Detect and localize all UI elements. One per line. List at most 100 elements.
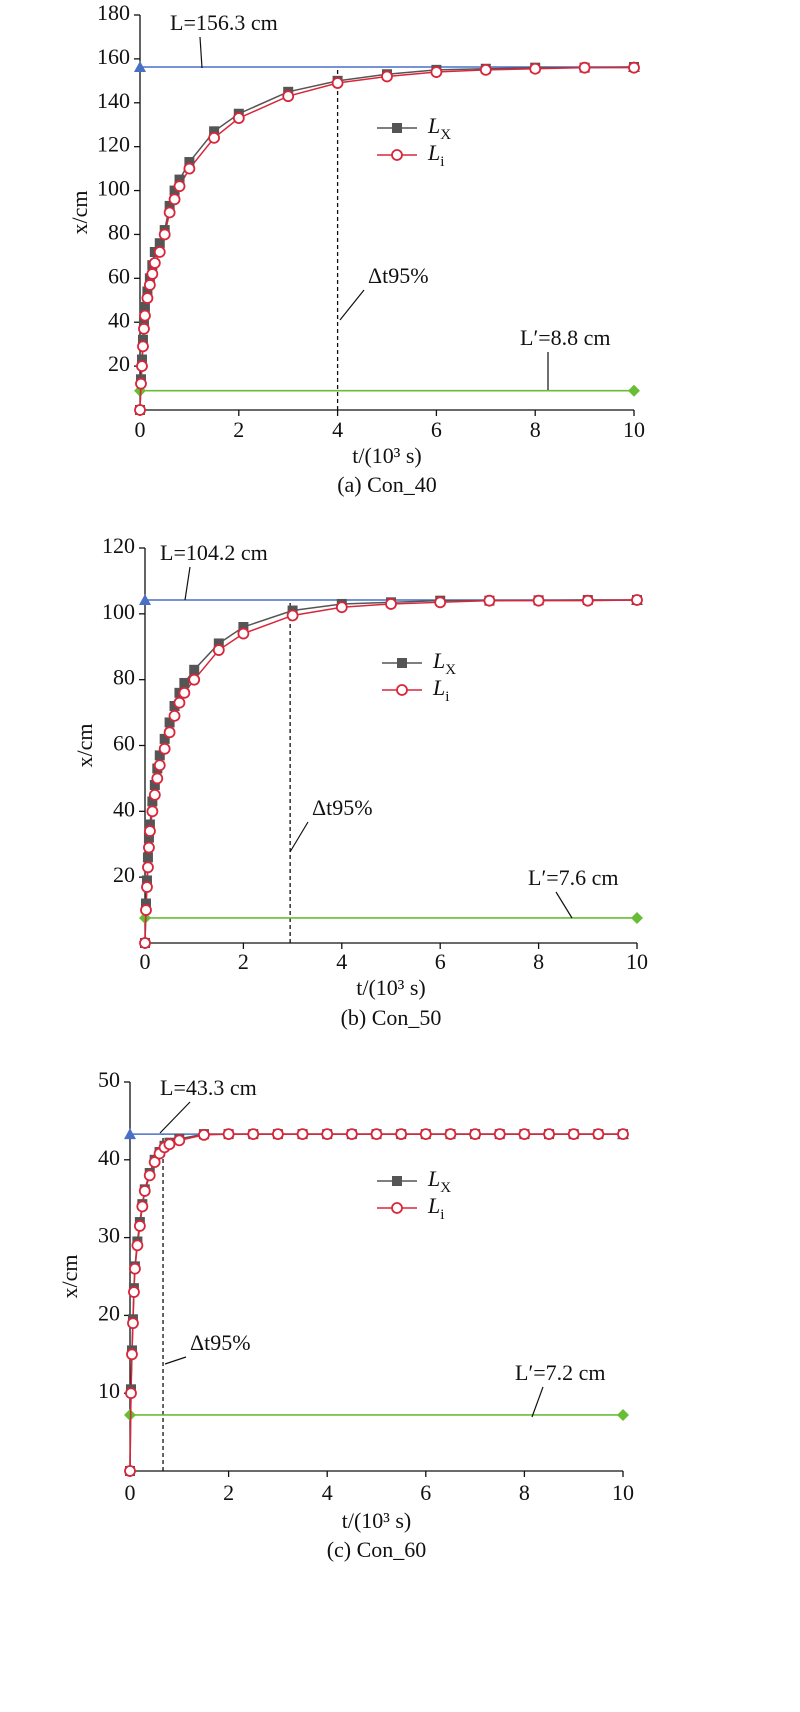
marker-circle xyxy=(282,90,295,103)
x-tick-label: 0 xyxy=(125,1480,136,1505)
marker-circle xyxy=(148,1156,161,1169)
marker-circle xyxy=(163,206,176,219)
marker-circle xyxy=(335,601,348,614)
leader xyxy=(199,36,203,69)
marker-circle xyxy=(151,772,164,785)
reference-label: L′=8.8 cm xyxy=(520,325,611,350)
marker-square xyxy=(142,852,153,863)
marker-square xyxy=(238,622,249,632)
y-axis-label: x/cm xyxy=(72,724,97,768)
marker-square xyxy=(142,286,153,297)
marker-circle xyxy=(163,726,176,739)
y-axis-label: x/cm xyxy=(67,191,92,235)
marker-circle xyxy=(212,644,225,656)
marker-diamond xyxy=(631,911,643,924)
marker-circle xyxy=(529,62,542,75)
marker-circle xyxy=(628,61,640,74)
x-tick-label: 4 xyxy=(332,417,343,442)
y-axis-label: x/cm xyxy=(57,1255,82,1299)
marker-circle xyxy=(139,937,151,949)
marker-circle xyxy=(138,322,150,335)
marker-square xyxy=(174,174,185,185)
marker-square xyxy=(209,126,220,137)
marker-circle xyxy=(143,279,156,291)
marker-circle xyxy=(518,1128,531,1141)
marker-circle xyxy=(131,1239,144,1252)
marker-circle xyxy=(153,759,166,772)
marker-circle xyxy=(395,1128,408,1141)
y-tick-label: 50 xyxy=(98,1067,120,1092)
marker-circle xyxy=(296,1128,309,1141)
marker-circle xyxy=(158,228,171,241)
marker-square xyxy=(164,200,175,211)
marker-circle xyxy=(139,309,151,322)
marker-square xyxy=(392,123,402,133)
x-tick-label: 8 xyxy=(519,1480,530,1505)
marker-circle xyxy=(126,1348,138,1361)
x-tick-label: 2 xyxy=(233,417,244,442)
marker-circle xyxy=(142,861,154,874)
x-axis-label: t/(10³ s) xyxy=(356,975,426,1000)
marker-circle xyxy=(321,1128,334,1141)
marker-square xyxy=(149,780,160,790)
leader xyxy=(184,566,191,601)
series-line xyxy=(139,66,635,411)
y-tick-label: 160 xyxy=(97,44,130,69)
marker-circle xyxy=(188,673,201,686)
x-tick-label: 6 xyxy=(435,949,446,974)
marker-circle xyxy=(331,77,344,89)
marker-square xyxy=(179,677,190,688)
marker-circle xyxy=(143,1169,156,1182)
marker-circle xyxy=(247,1128,260,1141)
y-tick-label: 60 xyxy=(108,263,130,288)
x-tick-label: 2 xyxy=(238,949,249,974)
marker-square xyxy=(140,898,151,909)
y-tick-label: 180 xyxy=(97,0,130,25)
marker-circle xyxy=(419,1128,432,1141)
y-tick-label: 140 xyxy=(97,88,130,113)
marker-circle xyxy=(173,696,186,709)
marker-circle xyxy=(146,268,159,280)
series-line xyxy=(129,1133,623,1472)
marker-circle xyxy=(183,162,196,175)
marker-circle xyxy=(385,598,397,610)
marker-square xyxy=(143,832,154,843)
reference-label: L=156.3 cm xyxy=(170,10,278,35)
y-tick-label: 40 xyxy=(113,796,135,821)
marker-circle xyxy=(134,404,146,416)
y-tick-label: 100 xyxy=(102,599,135,624)
marker-circle xyxy=(128,1286,140,1298)
x-tick-label: 10 xyxy=(623,417,645,442)
x-tick-label: 8 xyxy=(530,417,541,442)
marker-circle xyxy=(143,841,155,854)
marker-square xyxy=(144,819,155,830)
marker-circle xyxy=(141,292,154,304)
y-tick-label: 80 xyxy=(108,219,130,244)
x-tick-label: 0 xyxy=(135,417,146,442)
marker-circle xyxy=(135,377,147,390)
marker-square xyxy=(164,717,175,728)
marker-square xyxy=(137,334,148,345)
x-tick-label: 0 xyxy=(140,949,151,974)
x-axis-label: t/(10³ s) xyxy=(342,1508,412,1533)
y-tick-label: 40 xyxy=(108,307,130,332)
series-line xyxy=(129,1133,623,1472)
legend-label: Li xyxy=(432,675,449,705)
marker-circle xyxy=(148,257,161,269)
marker-circle xyxy=(148,788,161,801)
marker-circle xyxy=(345,1128,358,1141)
marker-triangle xyxy=(139,594,151,606)
caption: (c) Con_60 xyxy=(327,1537,427,1562)
marker-circle xyxy=(469,1128,482,1141)
marker-circle xyxy=(141,881,153,893)
marker-circle xyxy=(173,180,186,193)
marker-square xyxy=(136,354,147,365)
marker-circle xyxy=(153,246,166,258)
marker-circle xyxy=(532,594,545,607)
delta-t-label: Δt95% xyxy=(190,1330,251,1355)
marker-circle xyxy=(237,627,250,640)
y-tick-label: 80 xyxy=(113,665,135,690)
reference-label: L=43.3 cm xyxy=(160,1075,257,1100)
y-tick-label: 100 xyxy=(97,176,130,201)
